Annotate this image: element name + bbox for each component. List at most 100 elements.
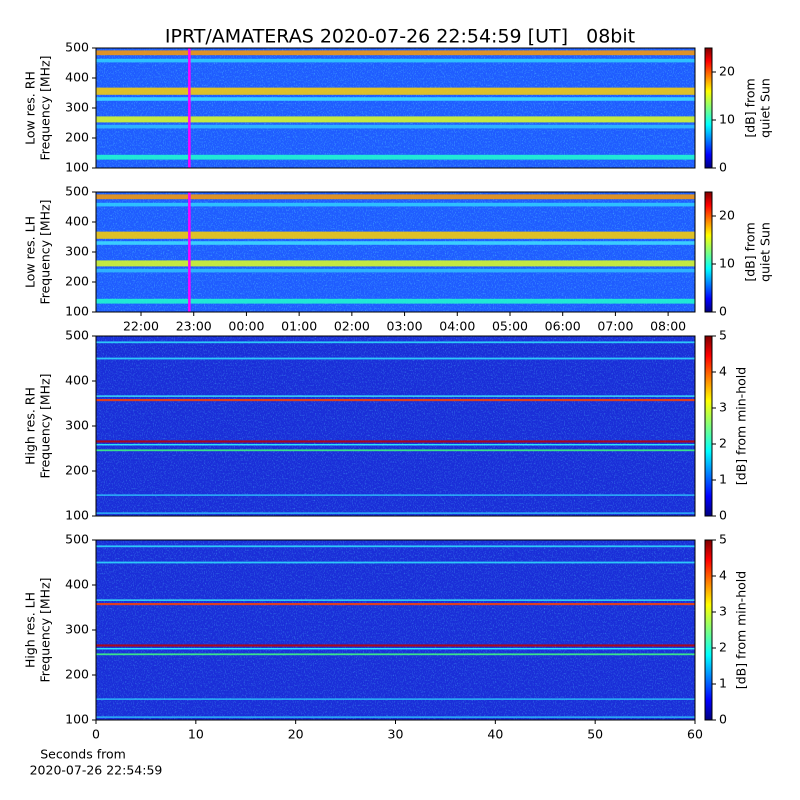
spectrogram-band: [96, 241, 695, 245]
y-tick-label: 100: [65, 712, 89, 727]
spectrogram-band: [96, 260, 695, 267]
x-tick-label: 03:00: [387, 319, 423, 334]
y-tick-label: 500: [65, 184, 89, 199]
colorbar-frame: [704, 539, 713, 721]
spectrogram-band: [96, 648, 695, 650]
x-tick-label: 0: [92, 727, 100, 742]
x-tick-label: 60: [687, 727, 703, 742]
y-tick-label: 300: [65, 244, 89, 259]
colorbar-tick-label: 10: [719, 112, 735, 127]
spectrogram-band: [96, 644, 695, 647]
y-axis-label: Low res. LH: [23, 216, 38, 288]
spectrogram-band: [96, 561, 695, 564]
y-tick-label: 200: [65, 667, 89, 682]
colorbar-tick-label: 3: [719, 604, 727, 619]
y-tick-label: 400: [65, 373, 89, 388]
spectrogram-band: [96, 545, 695, 548]
colorbar: [705, 336, 712, 516]
spectrogram-band: [96, 341, 695, 344]
spectrogram-band: [96, 231, 695, 239]
x-tick-label: 20: [288, 727, 304, 742]
x-tick-label: 06:00: [545, 319, 581, 334]
spectrogram-band: [96, 716, 695, 718]
spectrogram-band: [96, 399, 695, 402]
colorbar-frame: [704, 191, 713, 313]
y-tick-label: 400: [65, 214, 89, 229]
colorbar: [705, 48, 712, 168]
y-tick-label: 400: [65, 577, 89, 592]
x-tick-label: 40: [487, 727, 503, 742]
colorbar-tick-label: 0: [719, 160, 727, 175]
y-tick-label: 400: [65, 70, 89, 85]
spectrogram-band: [96, 268, 695, 273]
y-tick-label: 200: [65, 274, 89, 289]
spectrogram-band: [96, 202, 695, 207]
y-axis-label: Frequency [MHz]: [38, 373, 53, 478]
y-tick-label: 200: [65, 130, 89, 145]
spectrogram-noise: [96, 192, 695, 312]
y-axis-label: Frequency [MHz]: [38, 577, 53, 682]
colorbar-tick-label: 1: [719, 676, 727, 691]
chart-title: IPRT/AMATERAS 2020-07-26 22:54:59 [UT] 0…: [165, 26, 635, 48]
colorbar-tick-label: 10: [719, 256, 735, 271]
spectrogram-band: [96, 395, 695, 397]
spectrogram-band: [96, 87, 695, 95]
y-axis-label: Frequency [MHz]: [38, 199, 53, 304]
spectrogram-band: [96, 58, 695, 63]
colorbar-label: [dB] from min-hold: [734, 571, 749, 689]
x-tick-label: 02:00: [334, 319, 370, 334]
spectrogram-noise: [96, 336, 695, 516]
spectrogram-band: [96, 698, 695, 700]
y-axis-label: Low res. RH: [23, 71, 38, 145]
spectrogram-band: [96, 357, 695, 360]
x-tick-label: 00:00: [228, 319, 264, 334]
y-tick-label: 500: [65, 40, 89, 55]
y-tick-label: 100: [65, 508, 89, 523]
spectrogram-band: [96, 440, 695, 443]
x-tick-label: 08:00: [650, 319, 686, 334]
colorbar-tick-label: 5: [719, 532, 727, 547]
colorbar-tick-label: 0: [719, 508, 727, 523]
spectrogram-band: [96, 124, 695, 129]
colorbar-tick-label: 0: [719, 304, 727, 319]
colorbar-label: [dB] from: [743, 78, 758, 137]
colorbar-tick-label: 3: [719, 400, 727, 415]
y-tick-label: 100: [65, 304, 89, 319]
colorbar-tick-label: 2: [719, 436, 727, 451]
colorbar: [705, 540, 712, 720]
y-tick-label: 100: [65, 160, 89, 175]
colorbar-label: quiet Sun: [758, 222, 773, 282]
y-tick-label: 500: [65, 328, 89, 343]
spectrogram-band: [96, 599, 695, 601]
y-tick-label: 500: [65, 532, 89, 547]
colorbar-frame: [704, 335, 713, 517]
y-tick-label: 200: [65, 463, 89, 478]
y-axis-label: High res. RH: [23, 387, 38, 465]
colorbar-tick-label: 20: [719, 64, 735, 79]
x-axis-label: 2020-07-26 22:54:59: [30, 763, 163, 778]
spectrogram-band: [96, 449, 695, 452]
y-tick-label: 300: [65, 418, 89, 433]
spectrogram-band: [96, 50, 695, 56]
colorbar-frame: [704, 47, 713, 169]
y-axis-label: High res. LH: [23, 592, 38, 668]
x-tick-label: 04:00: [439, 319, 475, 334]
x-axis-label: Seconds from: [40, 747, 126, 762]
colorbar-label: quiet Sun: [758, 78, 773, 138]
spectrogram-band: [96, 512, 695, 514]
spectrogram-noise: [96, 48, 695, 168]
x-tick-label: 07:00: [597, 319, 633, 334]
spectrogram-band: [96, 444, 695, 446]
x-tick-label: 05:00: [492, 319, 528, 334]
colorbar-label: [dB] from min-hold: [734, 367, 749, 485]
spectrogram-band: [96, 116, 695, 123]
spectrogram-band: [96, 298, 695, 304]
colorbar: [705, 192, 712, 312]
colorbar-tick-label: 1: [719, 472, 727, 487]
spectrogram-band: [96, 194, 695, 200]
spectrogram-band: [96, 97, 695, 101]
colorbar-tick-label: 0: [719, 712, 727, 727]
spectrogram-band: [96, 653, 695, 656]
x-tick-label: 23:00: [176, 319, 212, 334]
